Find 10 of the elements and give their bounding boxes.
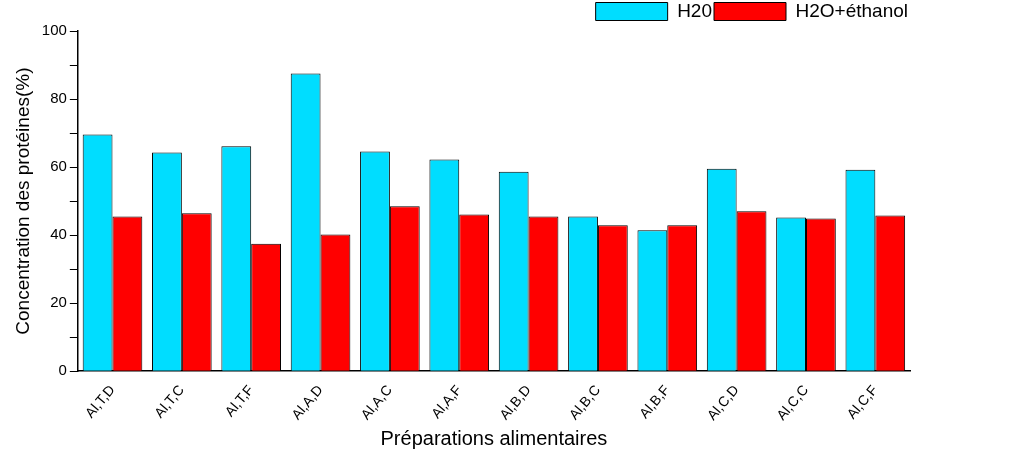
y-tick-label: 100 <box>41 21 67 39</box>
y-axis-title: Concentration des protéines(%) <box>11 67 33 335</box>
y-tick-label: 20 <box>50 293 67 311</box>
legend-label: H20 <box>677 0 713 21</box>
x-axis-title: Préparations alimentaires <box>380 426 608 449</box>
legend-label: H2O+éthanol <box>795 0 908 21</box>
y-tick-label: 80 <box>50 89 67 107</box>
y-tick-label: 60 <box>50 157 67 175</box>
y-tick-label: 40 <box>50 225 67 243</box>
y-tick-label: 0 <box>58 361 67 379</box>
